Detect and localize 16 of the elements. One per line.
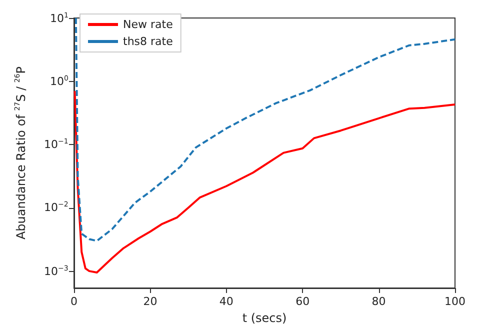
x-tick-label: 60 bbox=[296, 295, 310, 308]
line-series bbox=[74, 90, 456, 274]
x-tick-label: 20 bbox=[143, 295, 158, 308]
x-tick-label: 100 bbox=[444, 295, 466, 308]
line-series bbox=[74, 17, 456, 242]
x-tick-label: 0 bbox=[70, 295, 78, 308]
legend-label: ths8 rate bbox=[123, 35, 174, 48]
y-tick-label: 10$^{−2}$ bbox=[44, 200, 68, 214]
y-tick-label: 10$^{−3}$ bbox=[44, 264, 68, 278]
y-tick-label: 10$^{−1}$ bbox=[44, 137, 68, 152]
x-tick-label: 40 bbox=[219, 295, 234, 308]
y-tick-label: 10$^{0}$ bbox=[50, 74, 68, 88]
legend-label: New rate bbox=[123, 18, 174, 31]
y-tick-label: 10$^{1}$ bbox=[50, 10, 68, 24]
x-axis-title: t (secs) bbox=[242, 311, 287, 325]
x-tick-label: 80 bbox=[372, 295, 386, 308]
